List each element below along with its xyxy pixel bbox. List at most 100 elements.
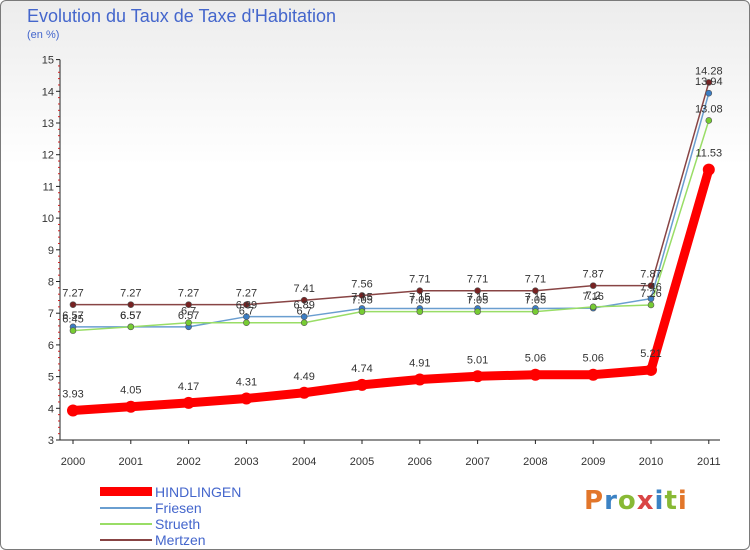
data-label-mertzen: 7.27 bbox=[120, 288, 141, 300]
x-tick-label: 2009 bbox=[581, 456, 605, 468]
logo-letter: t bbox=[664, 486, 678, 516]
chart-axes: 3 4 5 6 7 8 9 10 11 12 13 14 15 2000 2001 2002 2003 2004 2… bbox=[42, 55, 721, 468]
data-label-mertzen: 7.71 bbox=[467, 274, 488, 286]
data-point-strueth bbox=[185, 319, 192, 327]
data-label-hindlingen: 4.31 bbox=[236, 376, 257, 388]
y-tick-label: 14 bbox=[42, 86, 54, 98]
x-tick-label: 2006 bbox=[408, 456, 432, 468]
legend-label: Strueth bbox=[155, 516, 201, 532]
data-point-hindlingen bbox=[645, 363, 657, 376]
data-point-mertzen bbox=[358, 292, 366, 299]
data-label-strueth: 7.05 bbox=[467, 295, 488, 307]
data-label-friesen: 7.46 bbox=[640, 282, 661, 294]
data-point-strueth bbox=[416, 308, 424, 315]
data-point-mertzen bbox=[705, 79, 713, 86]
series-line-mertzen bbox=[72, 81, 710, 306]
data-label-mertzen: 7.71 bbox=[525, 274, 546, 286]
data-label-strueth: 6.7 bbox=[181, 306, 196, 318]
legend-label: HINDLINGEN bbox=[155, 484, 242, 500]
chart-subtitle: (en %) bbox=[27, 29, 60, 41]
data-labels: 6.57 6.57 6.57 6.89 6.89 7.15 7.15 7.15 7.15 7.16… bbox=[62, 65, 722, 400]
y-tick-label: 8 bbox=[48, 277, 54, 289]
legend-swatch-strueth bbox=[100, 523, 152, 525]
x-tick-label: 2005 bbox=[350, 456, 374, 468]
data-label-friesen: 6.57 bbox=[178, 310, 199, 322]
data-point-strueth bbox=[532, 308, 539, 315]
data-point-strueth bbox=[589, 303, 597, 311]
logo-letter: P bbox=[584, 486, 605, 516]
logo-letter: o bbox=[617, 486, 637, 516]
data-label-strueth: 7.05 bbox=[351, 295, 372, 307]
data-point-strueth bbox=[243, 319, 250, 327]
data-label-mertzen: 7.71 bbox=[409, 274, 430, 286]
data-point-mertzen bbox=[69, 301, 77, 308]
data-label-hindlingen: 4.05 bbox=[120, 385, 141, 397]
data-label-mertzen: 7.27 bbox=[236, 288, 257, 300]
logo-letter: i bbox=[654, 486, 665, 516]
y-tick-label: 13 bbox=[42, 118, 54, 130]
data-label-strueth: 7.2 bbox=[586, 290, 601, 302]
data-point-hindlingen bbox=[182, 396, 195, 409]
data-label-mertzen: 7.87 bbox=[640, 269, 661, 281]
data-point-hindlingen bbox=[298, 386, 311, 399]
data-point-strueth bbox=[300, 319, 308, 327]
data-label-mertzen: 14.28 bbox=[695, 65, 723, 77]
data-label-strueth: 6.7 bbox=[297, 306, 312, 318]
data-point-mertzen bbox=[300, 296, 308, 304]
data-label-strueth: 13.08 bbox=[695, 103, 723, 115]
data-label-hindlingen: 4.17 bbox=[178, 381, 199, 393]
data-label-hindlingen: 5.01 bbox=[467, 354, 488, 366]
data-label-friesen: 6.57 bbox=[120, 310, 141, 322]
data-point-hindlingen bbox=[67, 404, 79, 417]
legend-item: Strueth bbox=[100, 516, 300, 532]
y-tick-label: 5 bbox=[48, 372, 54, 384]
data-point-strueth bbox=[127, 323, 135, 331]
data-label-mertzen: 7.87 bbox=[582, 269, 603, 281]
data-label-hindlingen: 4.91 bbox=[409, 357, 430, 369]
x-tick-label: 2001 bbox=[119, 456, 143, 468]
data-label-mertzen: 7.41 bbox=[293, 283, 314, 295]
data-label-friesen: 6.89 bbox=[293, 300, 314, 312]
y-tick-label: 11 bbox=[43, 181, 54, 193]
y-tick-label: 3 bbox=[48, 435, 54, 447]
data-point-friesen bbox=[647, 295, 655, 302]
data-label-friesen: 7.15 bbox=[525, 291, 546, 303]
legend-swatch-mertzen bbox=[100, 539, 152, 541]
data-point-hindlingen bbox=[240, 392, 253, 405]
data-point-strueth bbox=[358, 308, 366, 315]
data-point-hindlingen bbox=[471, 370, 484, 383]
series-line-strueth bbox=[72, 119, 710, 332]
x-tick-label: 2004 bbox=[292, 456, 316, 468]
data-point-mertzen bbox=[474, 287, 481, 294]
x-tick-label: 2008 bbox=[523, 456, 547, 468]
data-point-strueth bbox=[647, 301, 655, 309]
logo-letter: i bbox=[677, 486, 688, 516]
data-label-strueth: 6.45 bbox=[62, 314, 83, 326]
data-label-hindlingen: 11.53 bbox=[695, 148, 722, 160]
data-label-hindlingen: 3.93 bbox=[62, 389, 83, 401]
data-label-strueth: 6.7 bbox=[239, 306, 254, 318]
series-line-hindlingen bbox=[68, 165, 714, 416]
data-label-strueth: 7.05 bbox=[525, 295, 546, 307]
data-point-strueth bbox=[69, 327, 77, 334]
data-label-friesen: 13.94 bbox=[695, 76, 723, 88]
y-tick-label: 7 bbox=[48, 308, 54, 320]
x-tick-label: 2010 bbox=[639, 456, 663, 468]
data-point-friesen bbox=[705, 89, 713, 97]
logo-letter: x bbox=[636, 486, 655, 516]
data-point-hindlingen bbox=[356, 378, 368, 391]
data-label-hindlingen: 5.06 bbox=[582, 353, 603, 365]
data-point-strueth bbox=[705, 117, 713, 124]
data-label-strueth: 6.57 bbox=[120, 310, 141, 322]
x-tick-label: 2000 bbox=[61, 456, 85, 468]
series-markers bbox=[67, 79, 715, 417]
data-label-hindlingen: 5.21 bbox=[640, 348, 661, 360]
proxiti-logo: Proxiti bbox=[584, 486, 688, 516]
legend-swatch-friesen bbox=[100, 507, 152, 509]
data-label-mertzen: 7.27 bbox=[62, 288, 83, 300]
x-tick-label: 2002 bbox=[176, 456, 200, 468]
y-tick-label: 15 bbox=[42, 55, 54, 67]
data-point-mertzen bbox=[647, 282, 655, 289]
data-point-mertzen bbox=[416, 287, 424, 294]
